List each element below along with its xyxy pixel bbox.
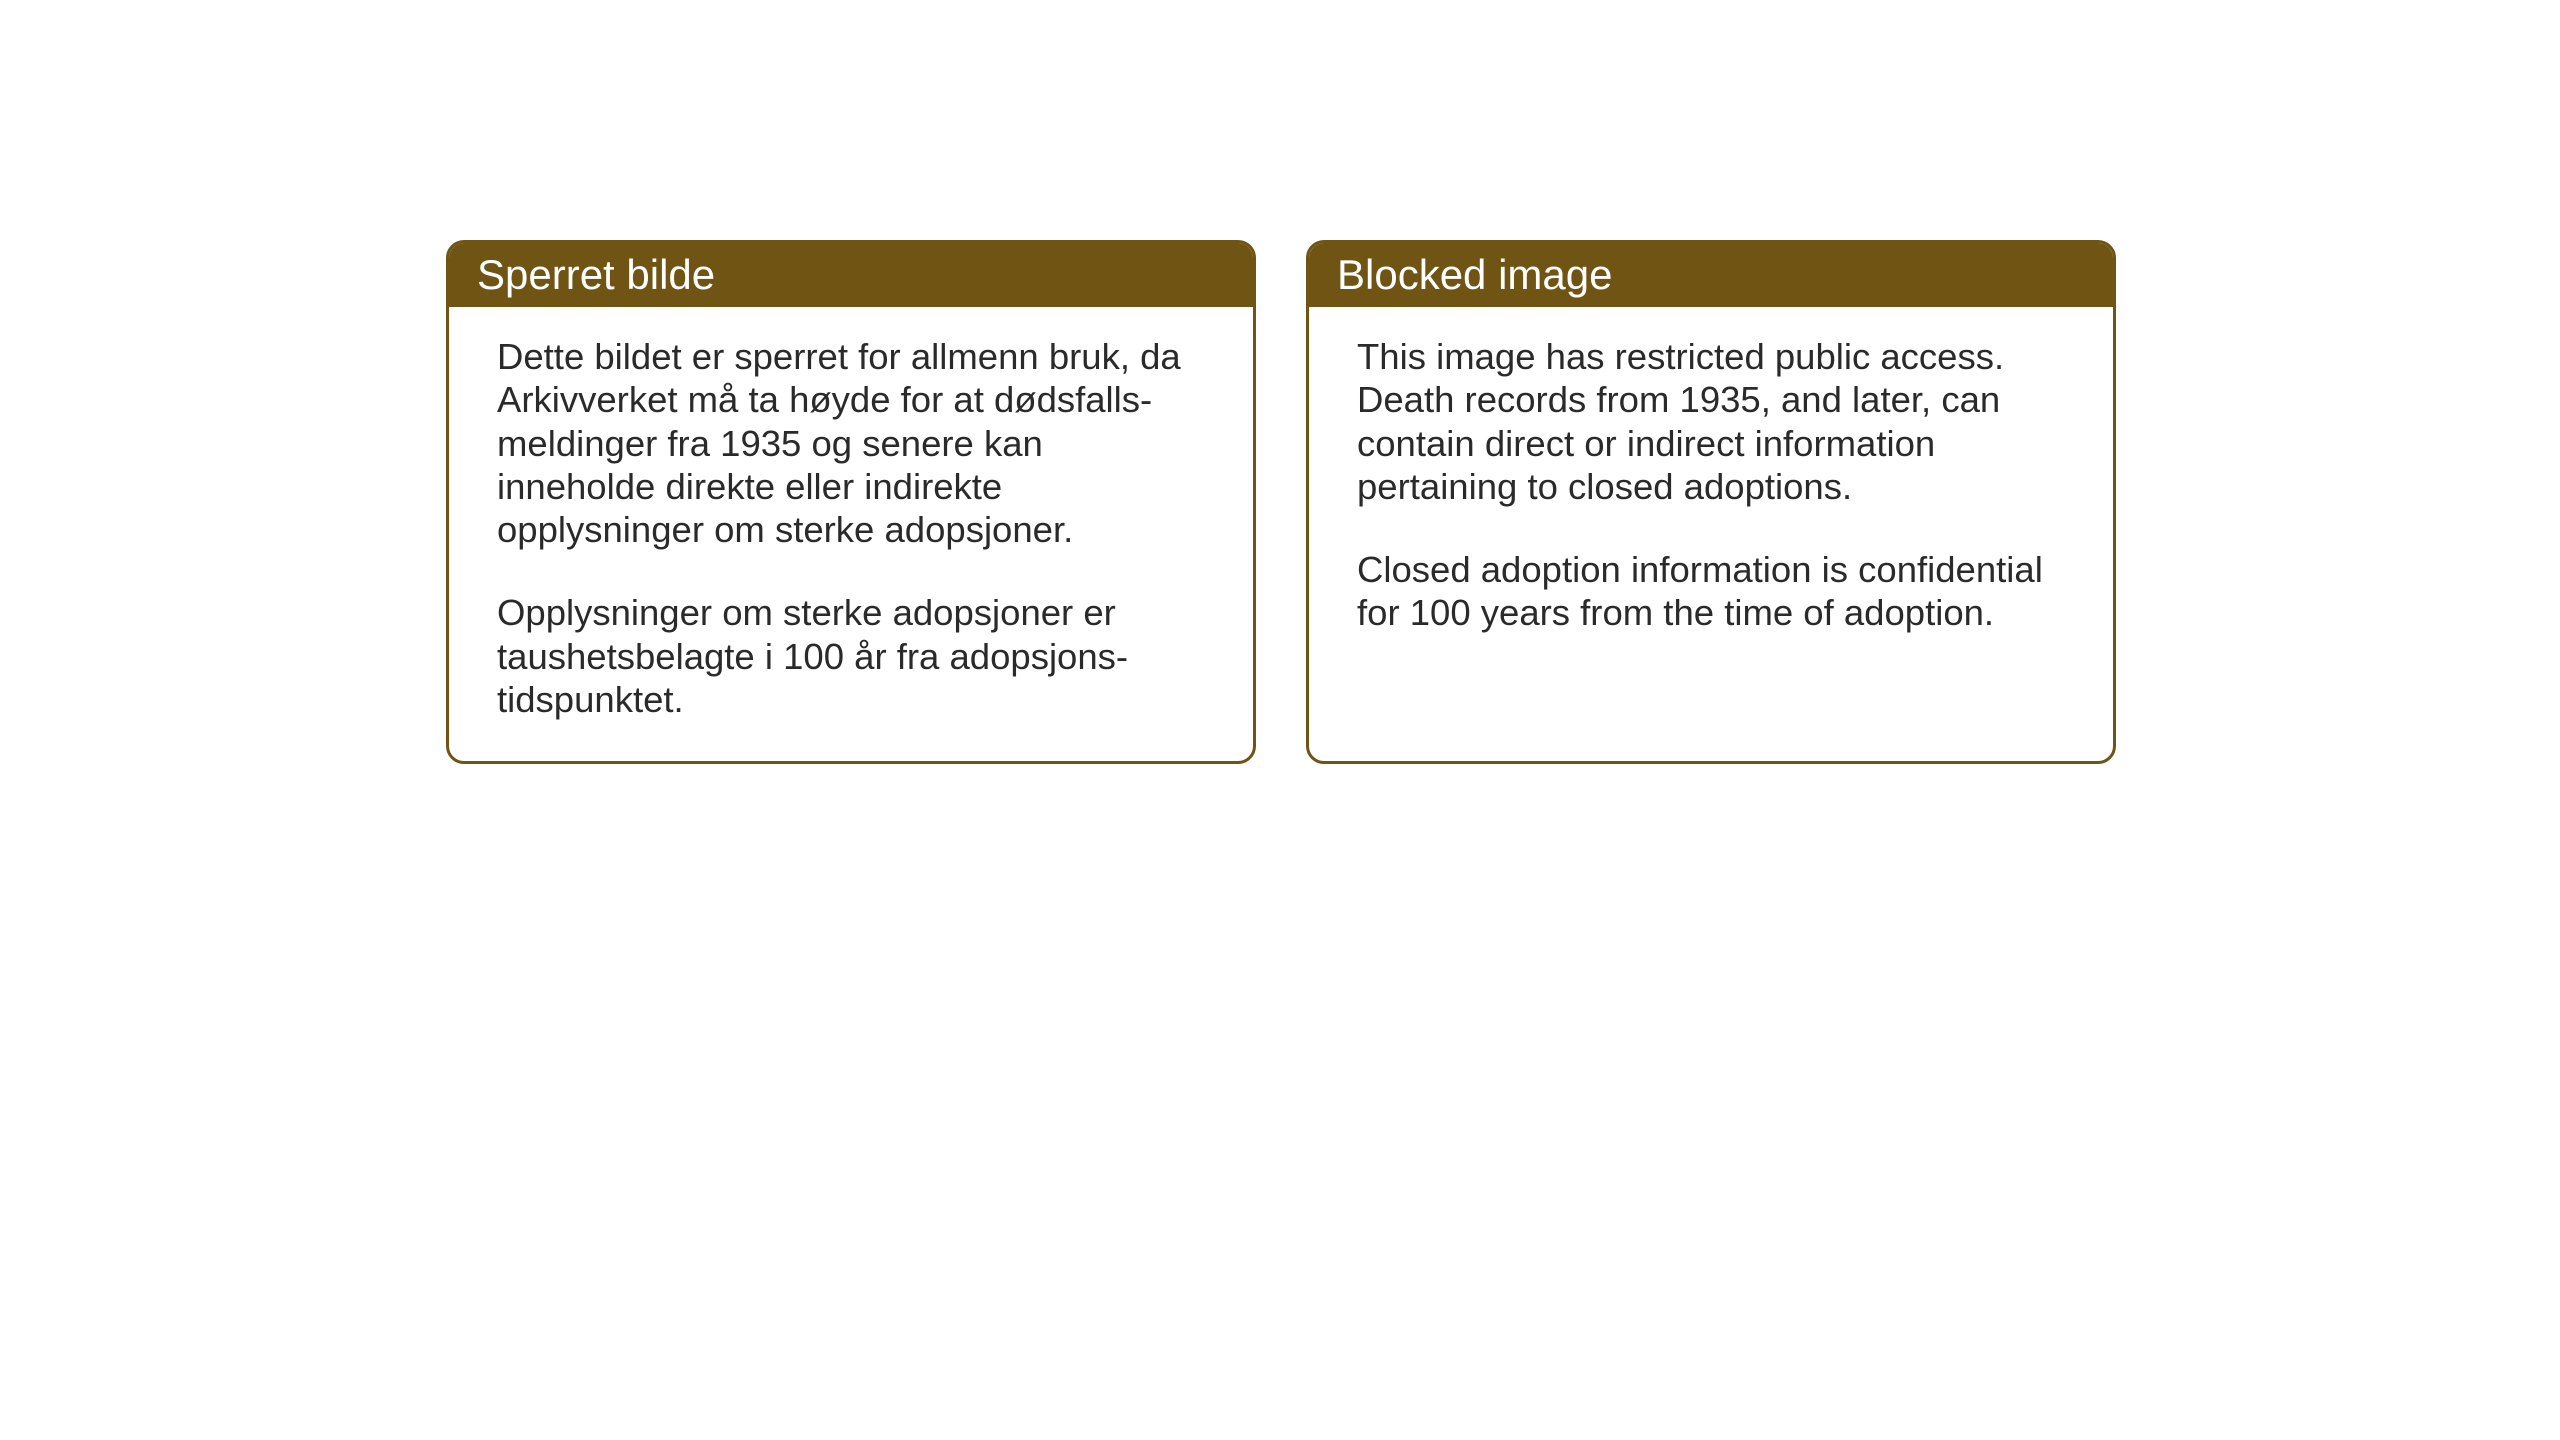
norwegian-notice-card: Sperret bilde Dette bildet er sperret fo… <box>446 240 1256 764</box>
notice-container: Sperret bilde Dette bildet er sperret fo… <box>446 240 2116 764</box>
norwegian-card-title: Sperret bilde <box>449 243 1253 307</box>
english-notice-card: Blocked image This image has restricted … <box>1306 240 2116 764</box>
english-paragraph-2: Closed adoption information is confident… <box>1357 548 2065 635</box>
english-paragraph-1: This image has restricted public access.… <box>1357 335 2065 508</box>
english-card-body: This image has restricted public access.… <box>1309 307 2113 675</box>
norwegian-paragraph-1: Dette bildet er sperret for allmenn bruk… <box>497 335 1205 551</box>
english-card-title: Blocked image <box>1309 243 2113 307</box>
norwegian-card-body: Dette bildet er sperret for allmenn bruk… <box>449 307 1253 761</box>
norwegian-paragraph-2: Opplysninger om sterke adopsjoner er tau… <box>497 591 1205 721</box>
